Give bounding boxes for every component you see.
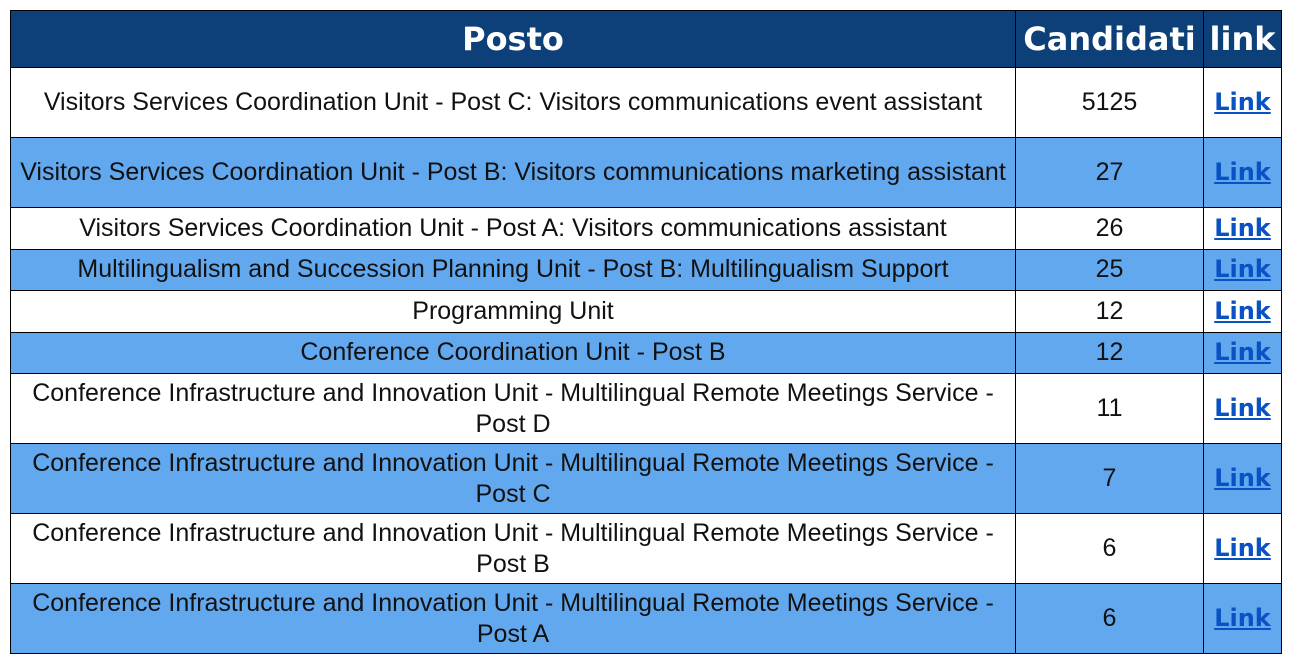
link-anchor[interactable]: Link — [1214, 88, 1271, 116]
posto-cell: Conference Infrastructure and Innovation… — [10, 583, 1016, 654]
posto-cell: Conference Infrastructure and Innovation… — [10, 373, 1016, 444]
posto-cell: Conference Coordination Unit - Post B — [10, 331, 1016, 374]
link-cell: Link — [1203, 583, 1282, 654]
table-row: Conference Infrastructure and Innovation… — [10, 583, 1282, 654]
candidati-cell: 7 — [1015, 443, 1204, 514]
table-row: Conference Infrastructure and Innovation… — [10, 373, 1282, 444]
posto-cell: Conference Infrastructure and Innovation… — [10, 513, 1016, 584]
link-cell: Link — [1203, 248, 1282, 291]
link-cell: Link — [1203, 67, 1282, 138]
link-cell: Link — [1203, 373, 1282, 444]
posto-cell: Programming Unit — [10, 290, 1016, 333]
link-anchor[interactable]: Link — [1214, 338, 1271, 367]
header-row: Posto Candidati link — [10, 10, 1282, 68]
candidati-cell: 11 — [1015, 373, 1204, 444]
header-candidati: Candidati — [1015, 10, 1204, 68]
candidati-cell: 12 — [1015, 331, 1204, 374]
posto-cell: Visitors Services Coordination Unit - Po… — [10, 137, 1016, 208]
posto-cell: Conference Infrastructure and Innovation… — [10, 443, 1016, 514]
link-cell: Link — [1203, 290, 1282, 333]
candidati-cell: 25 — [1015, 248, 1204, 291]
link-anchor[interactable]: Link — [1214, 464, 1271, 492]
candidati-cell: 26 — [1015, 207, 1204, 250]
table-row: Visitors Services Coordination Unit - Po… — [10, 137, 1282, 208]
link-anchor[interactable]: Link — [1214, 604, 1271, 632]
link-anchor[interactable]: Link — [1214, 213, 1271, 242]
header-link: link — [1203, 10, 1282, 68]
posto-cell: Visitors Services Coordination Unit - Po… — [10, 207, 1016, 250]
table-row: Conference Infrastructure and Innovation… — [10, 513, 1282, 584]
link-anchor[interactable]: Link — [1214, 158, 1271, 186]
link-anchor[interactable]: Link — [1214, 534, 1271, 562]
link-anchor[interactable]: Link — [1214, 255, 1271, 284]
link-anchor[interactable]: Link — [1214, 394, 1271, 422]
table-row: Conference Coordination Unit - Post B 12… — [10, 331, 1282, 374]
posto-cell: Multilingualism and Succession Planning … — [10, 248, 1016, 291]
candidati-cell: 6 — [1015, 583, 1204, 654]
table-row: Programming Unit 12 Link — [10, 290, 1282, 333]
table-row: Visitors Services Coordination Unit - Po… — [10, 67, 1282, 138]
link-cell: Link — [1203, 207, 1282, 250]
candidates-table: Posto Candidati link Visitors Services C… — [10, 10, 1282, 654]
link-anchor[interactable]: Link — [1214, 296, 1271, 325]
candidati-cell: 5125 — [1015, 67, 1204, 138]
header-posto: Posto — [10, 10, 1016, 68]
link-cell: Link — [1203, 331, 1282, 374]
candidati-cell: 12 — [1015, 290, 1204, 333]
link-cell: Link — [1203, 513, 1282, 584]
link-cell: Link — [1203, 137, 1282, 208]
table-row: Conference Infrastructure and Innovation… — [10, 443, 1282, 514]
table-row: Visitors Services Coordination Unit - Po… — [10, 207, 1282, 250]
candidati-cell: 6 — [1015, 513, 1204, 584]
posto-cell: Visitors Services Coordination Unit - Po… — [10, 67, 1016, 138]
table-row: Multilingualism and Succession Planning … — [10, 248, 1282, 291]
candidati-cell: 27 — [1015, 137, 1204, 208]
link-cell: Link — [1203, 443, 1282, 514]
